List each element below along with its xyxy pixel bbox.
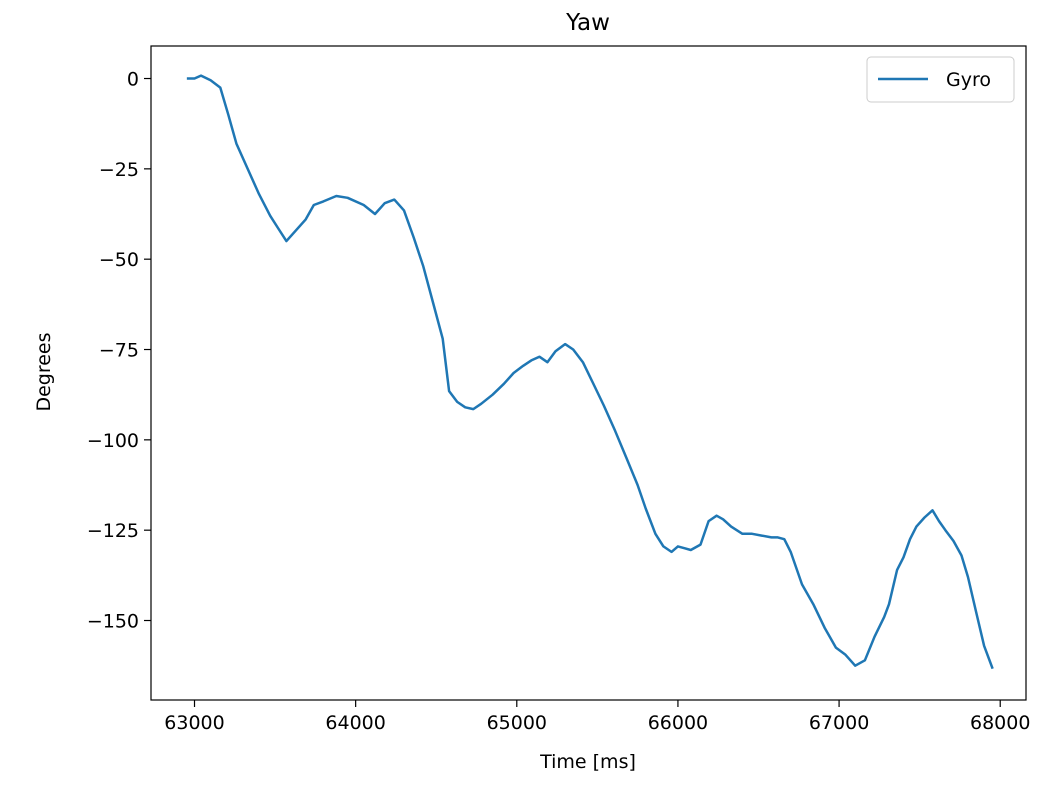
y-tick-label: −75 (99, 340, 139, 362)
x-tick-label: 64000 (325, 712, 385, 734)
x-axis-label: Time [ms] (539, 751, 636, 773)
plot-frame (150, 45, 1027, 701)
y-tick-label: −125 (87, 520, 139, 542)
y-axis-label: Degrees (33, 332, 55, 411)
x-tick-label: 65000 (487, 712, 547, 734)
plot-area: 63000 64000 65000 66000 67000 68000 0 −25 −50 −75… (87, 45, 1030, 734)
legend-box (866, 56, 1015, 103)
y-tick-label: −50 (99, 249, 139, 271)
y-tick-label: −150 (87, 611, 139, 633)
series-line-gyro (186, 74, 994, 670)
chart-title: Yaw (565, 10, 610, 36)
legend: Gyro (866, 56, 1015, 103)
legend-label-gyro: Gyro (946, 69, 991, 91)
y-tick-label: −25 (99, 159, 139, 181)
x-tick-label: 66000 (648, 712, 708, 734)
x-tick-label: 67000 (809, 712, 869, 734)
x-tick-label: 63000 (164, 712, 224, 734)
y-tick-label: −100 (87, 430, 139, 452)
y-tick-label: 0 (127, 69, 139, 91)
x-tick-label: 68000 (970, 712, 1030, 734)
